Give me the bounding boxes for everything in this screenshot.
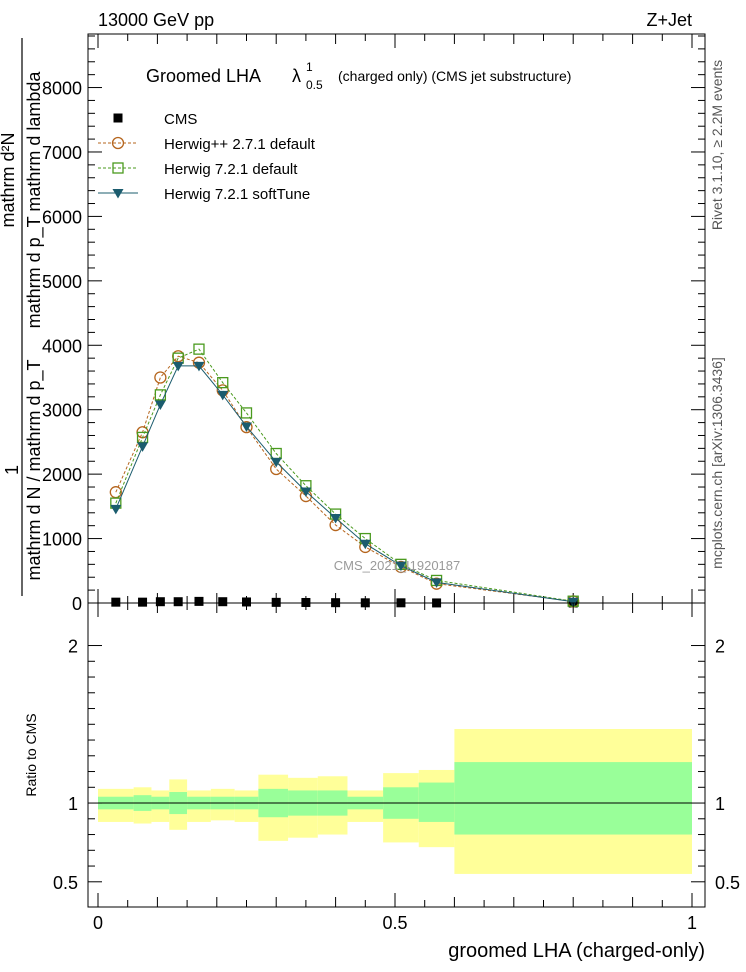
- ratio-bands: [98, 729, 692, 874]
- ratio-x-ticks: 0 0.5 1: [93, 603, 697, 933]
- cms-point: [138, 597, 148, 607]
- watermark: CMS_2021_I1920187: [334, 558, 461, 573]
- herwig7-softtune-point: [112, 189, 124, 199]
- cms-point: [271, 597, 281, 607]
- header-left: 13000 GeV pp: [98, 10, 214, 30]
- rivet-label: Rivet 3.1.10, ≥ 2.2M events: [709, 60, 725, 230]
- y-tick-label: 8000: [42, 79, 82, 99]
- x-tick-label: 0.5: [382, 913, 407, 933]
- y-tick-label: 3000: [42, 401, 82, 421]
- legend-label: Herwig 7.2.1 default: [164, 161, 298, 178]
- y-tick-label: 7000: [42, 143, 82, 163]
- ratio-y-tick-label: 2: [68, 637, 78, 657]
- herwig7-default-point: [136, 431, 149, 444]
- cms-point: [155, 597, 165, 607]
- x-axis-label: groomed LHA (charged-only): [448, 940, 705, 962]
- legend: CMS Herwig++ 2.7.1 default Herwig 7.2.1 de…: [98, 111, 316, 203]
- herwig7-softtune-point: [154, 400, 166, 411]
- herwig7-softtune-point: [172, 361, 184, 372]
- herwig7-default-point: [217, 376, 229, 389]
- x-tick-label: 1: [687, 913, 697, 933]
- ratio-y-tick-label-right: 1: [715, 794, 725, 814]
- herwig7-default-point: [193, 343, 205, 355]
- series-3: [110, 361, 579, 608]
- ratio-plot-frame: [87, 602, 706, 908]
- y-label-denominator: mathrm d N / mathrm d p_T: [24, 359, 45, 580]
- ratio-y-label: Ratio to CMS: [23, 713, 39, 796]
- chart-title-sub: 0.5: [306, 78, 323, 92]
- y-label-numerator-denominator: mathrm d p_T mathrm d lambda: [24, 71, 45, 329]
- herwig7-softtune-point: [330, 513, 342, 524]
- herwig7-softtune-point: [270, 457, 282, 468]
- cms-point: [111, 597, 121, 607]
- x-tick-label: 0: [93, 913, 103, 933]
- main-y-label: 1 mathrm d²N mathrm d p_T mathrm d lambd…: [0, 38, 45, 596]
- series-line-3: [115, 365, 574, 603]
- ratio-band-inner: [418, 782, 455, 822]
- y-tick-label: 2000: [42, 465, 82, 485]
- herwig7-softtune-point: [359, 539, 371, 550]
- herwig7-softtune-point: [137, 442, 149, 452]
- herwig7-softtune-point: [395, 561, 407, 572]
- y-label-prefix: 1: [2, 465, 22, 475]
- herwig7-softtune-point: [193, 361, 205, 372]
- cms-point: [113, 113, 123, 123]
- herwig7-default-point: [112, 162, 124, 174]
- main-y-ticks: 0 1000 2000 3000 4000 5000 6000 7000 8000: [42, 35, 705, 614]
- ratio-y-ticks: 0.5 0.5 1 1 2 2: [53, 637, 740, 893]
- chart-title-sup: 1: [306, 60, 313, 74]
- ratio-y-tick-label-right: 0.5: [715, 873, 740, 893]
- herwig7-softtune-point: [217, 390, 229, 401]
- herwig7-softtune-point: [110, 504, 122, 515]
- chart-title: Groomed LHA: [146, 66, 261, 86]
- ratio-y-tick-label: 1: [68, 794, 78, 814]
- ratio-y-tick-label-right: 2: [715, 637, 725, 657]
- legend-label: Herwig 7.2.1 softTune: [164, 186, 310, 203]
- series-line-1: [115, 355, 574, 602]
- cms-point: [242, 597, 251, 607]
- y-label-numerator: mathrm d²N: [0, 132, 18, 227]
- cms-point: [173, 597, 183, 607]
- cms-point: [194, 596, 204, 606]
- herwig7-softtune-point: [431, 578, 443, 588]
- legend-label: Herwig++ 2.7.1 default: [164, 136, 316, 153]
- chart-subtitle: (charged only) (CMS jet substructure): [338, 68, 571, 84]
- herwig7-softtune-point: [241, 422, 252, 432]
- y-tick-label: 6000: [42, 207, 82, 227]
- header-right: Z+Jet: [646, 10, 692, 30]
- herwig7-softtune-point: [300, 487, 312, 498]
- cms-point: [301, 597, 311, 607]
- y-tick-label: 4000: [42, 336, 82, 356]
- herwigpp-point: [240, 420, 253, 434]
- herwigpp-point: [154, 371, 167, 384]
- cms-point: [218, 597, 228, 607]
- y-tick-label: 5000: [42, 272, 82, 292]
- ratio-band-inner: [454, 762, 692, 835]
- ratio-y-tick-label: 0.5: [53, 873, 78, 893]
- series-line-2: [115, 348, 574, 602]
- mcplots-label: mcplots.cern.ch [arXiv:1306.3436]: [709, 357, 725, 569]
- ratio-panel: 0.5 0.51 12 2 0 0.5 1: [53, 602, 740, 933]
- legend-label: CMS: [164, 111, 197, 128]
- chart-title-text: Groomed LHA: [146, 66, 261, 86]
- series-0: [111, 596, 578, 608]
- herwig7-default-point: [240, 407, 253, 419]
- y-tick-label: 0: [72, 594, 82, 614]
- main-plot-panel: 0 1000 2000 3000 4000 5000 6000 7000 8000 Groome…: [42, 33, 706, 614]
- y-tick-label: 1000: [42, 530, 82, 550]
- herwigpp-point: [111, 136, 125, 150]
- chart-title-symbol: λ: [292, 66, 301, 86]
- herwig7-softtune-point: [567, 597, 579, 608]
